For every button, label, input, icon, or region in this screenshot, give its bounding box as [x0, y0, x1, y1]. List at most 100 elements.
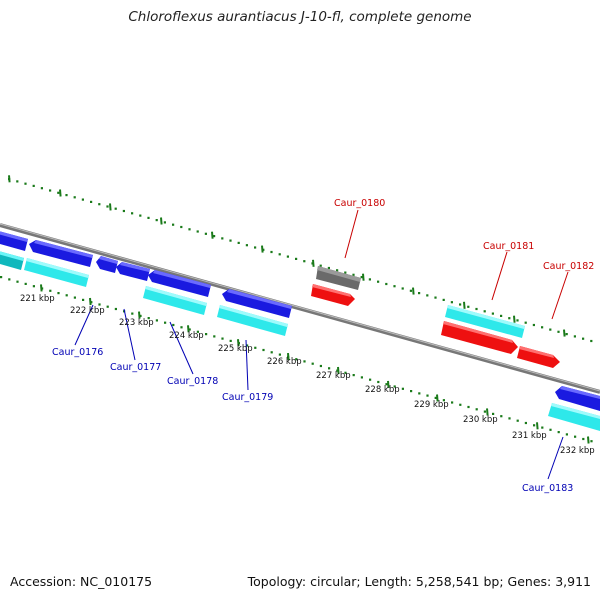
- outer-tick-track: [8, 175, 593, 343]
- gene-red-feature[interactable]: [311, 284, 355, 306]
- gene-cyan-left-1[interactable]: [0, 250, 24, 270]
- minor-tick: [369, 378, 372, 381]
- minor-tick: [385, 383, 388, 386]
- major-tick: [237, 339, 240, 347]
- minor-tick: [24, 182, 27, 185]
- minor-tick: [147, 317, 150, 320]
- minor-tick: [303, 260, 306, 263]
- gene-caur-0181-feature[interactable]: [445, 305, 525, 338]
- minor-tick: [385, 282, 388, 286]
- minor-tick: [451, 401, 454, 404]
- major-tick: [109, 203, 112, 211]
- accession-text: Accession: NC_010175: [10, 574, 153, 589]
- minor-tick: [532, 323, 535, 327]
- gene-caur-0179-feature[interactable]: [222, 289, 292, 318]
- minor-tick: [426, 394, 429, 397]
- minor-tick: [418, 292, 421, 295]
- minor-tick: [114, 307, 117, 311]
- minor-tick: [229, 239, 232, 242]
- major-tick: [138, 311, 141, 319]
- minor-tick: [254, 246, 257, 249]
- minor-tick: [139, 214, 142, 217]
- kbp-label: 232 kbp: [560, 446, 595, 456]
- gene-label-caur-0183[interactable]: Caur_0183: [522, 483, 573, 494]
- gene-caur-0182-feature[interactable]: [517, 346, 560, 368]
- minor-tick: [40, 187, 43, 190]
- gene-red-large[interactable]: [441, 321, 518, 354]
- major-tick: [261, 245, 264, 253]
- gene-caur-0176-feature[interactable]: [96, 256, 118, 273]
- gene-caur-0177-feature[interactable]: [116, 262, 150, 281]
- minor-tick: [516, 319, 519, 322]
- minor-tick: [204, 232, 207, 235]
- gene-caur-0180-feature[interactable]: [316, 266, 361, 290]
- minor-tick: [73, 196, 76, 199]
- minor-tick: [81, 198, 84, 201]
- minor-tick: [172, 323, 175, 327]
- major-tick: [160, 217, 163, 225]
- minor-tick: [352, 374, 355, 377]
- gene-cyan-right[interactable]: [548, 403, 600, 431]
- major-tick: [362, 273, 365, 281]
- minor-tick: [180, 326, 183, 329]
- major-tick: [187, 325, 190, 333]
- minor-tick: [549, 328, 552, 331]
- kbp-label: 228 kbp: [365, 385, 400, 395]
- genome-summary-text: Topology: circular; Length: 5,258,541 bp…: [247, 574, 591, 589]
- minor-tick: [352, 273, 355, 276]
- gene-blue-left-2[interactable]: [29, 240, 93, 267]
- major-tick: [463, 301, 466, 309]
- minor-tick: [24, 282, 27, 285]
- minor-tick: [213, 235, 216, 238]
- gene-cyan-1[interactable]: [143, 286, 207, 315]
- gene-cyan-2[interactable]: [217, 305, 288, 336]
- minor-tick: [582, 337, 585, 340]
- minor-tick: [574, 435, 577, 438]
- minor-tick: [459, 303, 462, 306]
- kbp-label: 227 kbp: [316, 371, 351, 381]
- genome-backbone: [0, 223, 600, 394]
- minor-tick: [393, 285, 396, 288]
- minor-tick: [557, 431, 560, 434]
- gene-caur-0178-feature[interactable]: [148, 270, 211, 297]
- gene-cyan-left-2[interactable]: [24, 258, 89, 287]
- gene-label-caur-0177[interactable]: Caur_0177: [110, 362, 161, 373]
- minor-tick: [344, 271, 347, 274]
- gene-label-caur-0179[interactable]: Caur_0179: [222, 392, 273, 403]
- gene-caur-0183-feature[interactable]: [555, 386, 600, 411]
- minor-tick: [459, 403, 462, 406]
- minor-tick: [377, 280, 380, 283]
- minor-tick: [98, 303, 101, 306]
- minor-tick: [590, 339, 593, 343]
- gene-label-caur-0181[interactable]: Caur_0181: [483, 241, 534, 252]
- gene-label-caur-0178[interactable]: Caur_0178: [167, 376, 218, 387]
- minor-tick: [172, 223, 175, 226]
- gene-label-caur-0180[interactable]: Caur_0180: [334, 198, 385, 209]
- kbp-label: 224 kbp: [169, 331, 204, 341]
- minor-tick: [295, 257, 298, 260]
- minor-tick: [573, 335, 576, 338]
- minor-tick: [582, 437, 585, 441]
- minor-tick: [295, 358, 298, 361]
- minor-tick: [491, 312, 494, 315]
- minor-tick: [246, 344, 249, 347]
- minor-tick: [508, 317, 511, 320]
- minor-tick: [205, 333, 208, 336]
- minor-tick: [418, 392, 421, 395]
- kbp-label: 225 kbp: [218, 344, 253, 354]
- minor-tick: [409, 289, 412, 292]
- kbp-labels: 221 kbp 222 kbp 223 kbp 224 kbp 225 kbp …: [20, 294, 595, 456]
- minor-tick: [180, 225, 183, 229]
- minor-tick: [221, 237, 224, 240]
- major-tick: [337, 366, 340, 375]
- minor-tick: [311, 362, 314, 365]
- gene-label-caur-0176[interactable]: Caur_0176: [52, 347, 103, 358]
- minor-tick: [221, 337, 224, 340]
- gene-label-caur-0182[interactable]: Caur_0182: [543, 261, 594, 272]
- minor-tick: [368, 278, 371, 281]
- backbone-highlight: [0, 223, 600, 392]
- gene-blue-left-1[interactable]: [0, 230, 28, 251]
- minor-tick: [98, 203, 101, 206]
- minor-tick: [213, 335, 216, 338]
- minor-tick: [131, 212, 134, 215]
